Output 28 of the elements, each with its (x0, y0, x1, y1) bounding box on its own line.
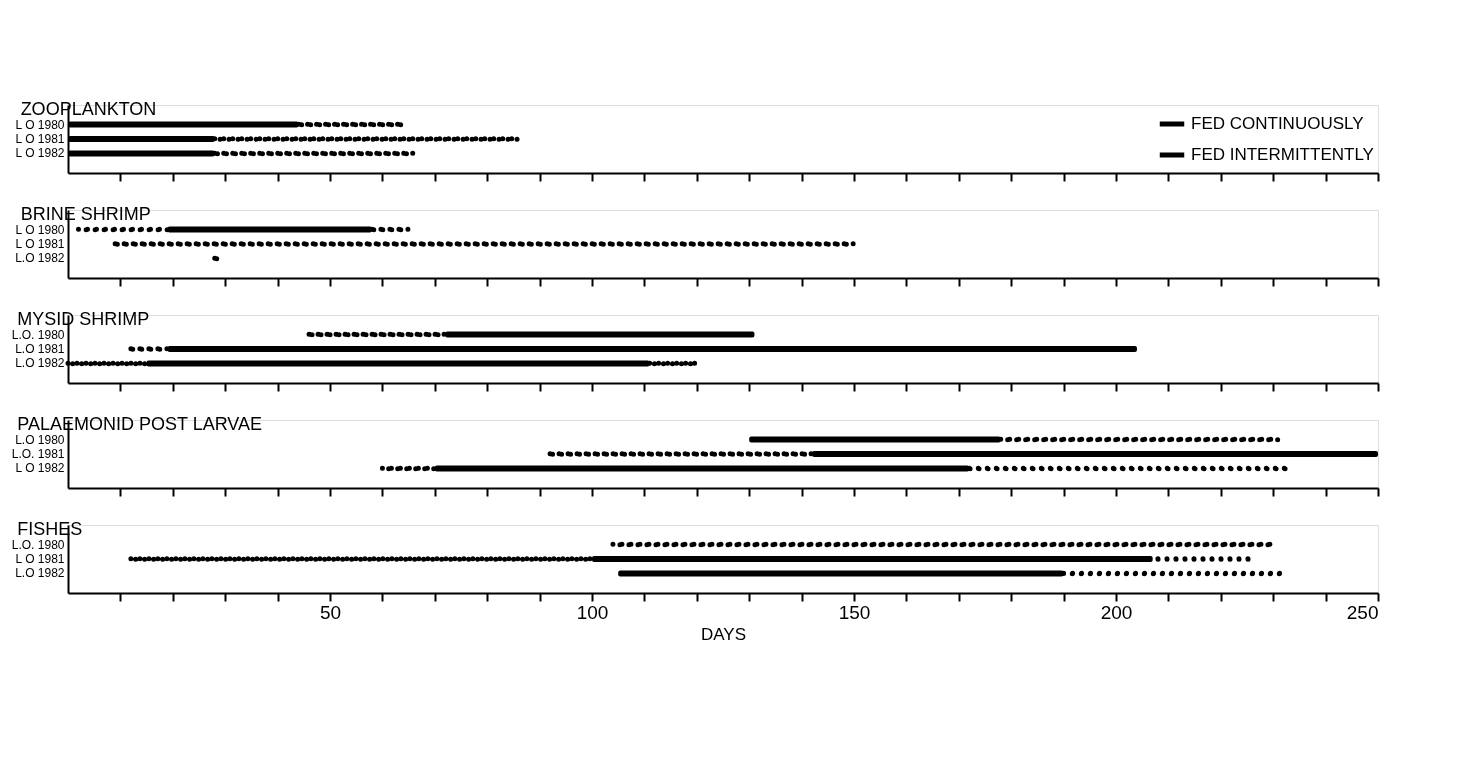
y-tick-label: L O 1980 (15, 117, 65, 132)
y-tick-label: L.O. 1981 (11, 447, 65, 461)
x-tick-label: 50 (319, 601, 342, 623)
chart-title: PALAEMONID POST LARVAE (17, 414, 263, 434)
x-tick-label: 100 (576, 601, 609, 623)
chart-title: ZOOPLANKTON (20, 99, 157, 119)
chart-title: BRINE SHRIMP (20, 204, 151, 224)
y-tick-label: L O 1981 (15, 552, 65, 566)
x-tick-label: 200 (1100, 601, 1133, 623)
chart-title: FISHES (17, 519, 83, 539)
y-tick-label: L O 1980 (15, 222, 65, 237)
y-tick-label: L O 1982 (15, 146, 65, 161)
y-tick-label: L.O 1981 (15, 342, 65, 356)
y-tick-label: L.O 1982 (15, 566, 65, 581)
y-tick-label: L.O. 1980 (11, 327, 65, 342)
legend-label: FED CONTINUOUSLY (1191, 114, 1364, 133)
x-axis-title: DAYS (700, 624, 747, 644)
chart-title: MYSID SHRIMP (17, 309, 150, 329)
y-tick-label: L O 1981 (15, 237, 65, 251)
legend-label: FED INTERMITTENTLY (1191, 145, 1374, 164)
x-tick-label: 250 (1346, 601, 1379, 623)
y-tick-label: L.O 1982 (15, 356, 65, 371)
y-tick-label: L.O. 1980 (11, 537, 65, 552)
y-tick-label: L.O 1982 (15, 251, 65, 266)
x-tick-label: 150 (838, 601, 871, 623)
y-tick-label: L.O 1980 (15, 432, 65, 447)
y-tick-label: L O 1982 (15, 461, 65, 476)
y-tick-label: L O 1981 (15, 132, 65, 146)
